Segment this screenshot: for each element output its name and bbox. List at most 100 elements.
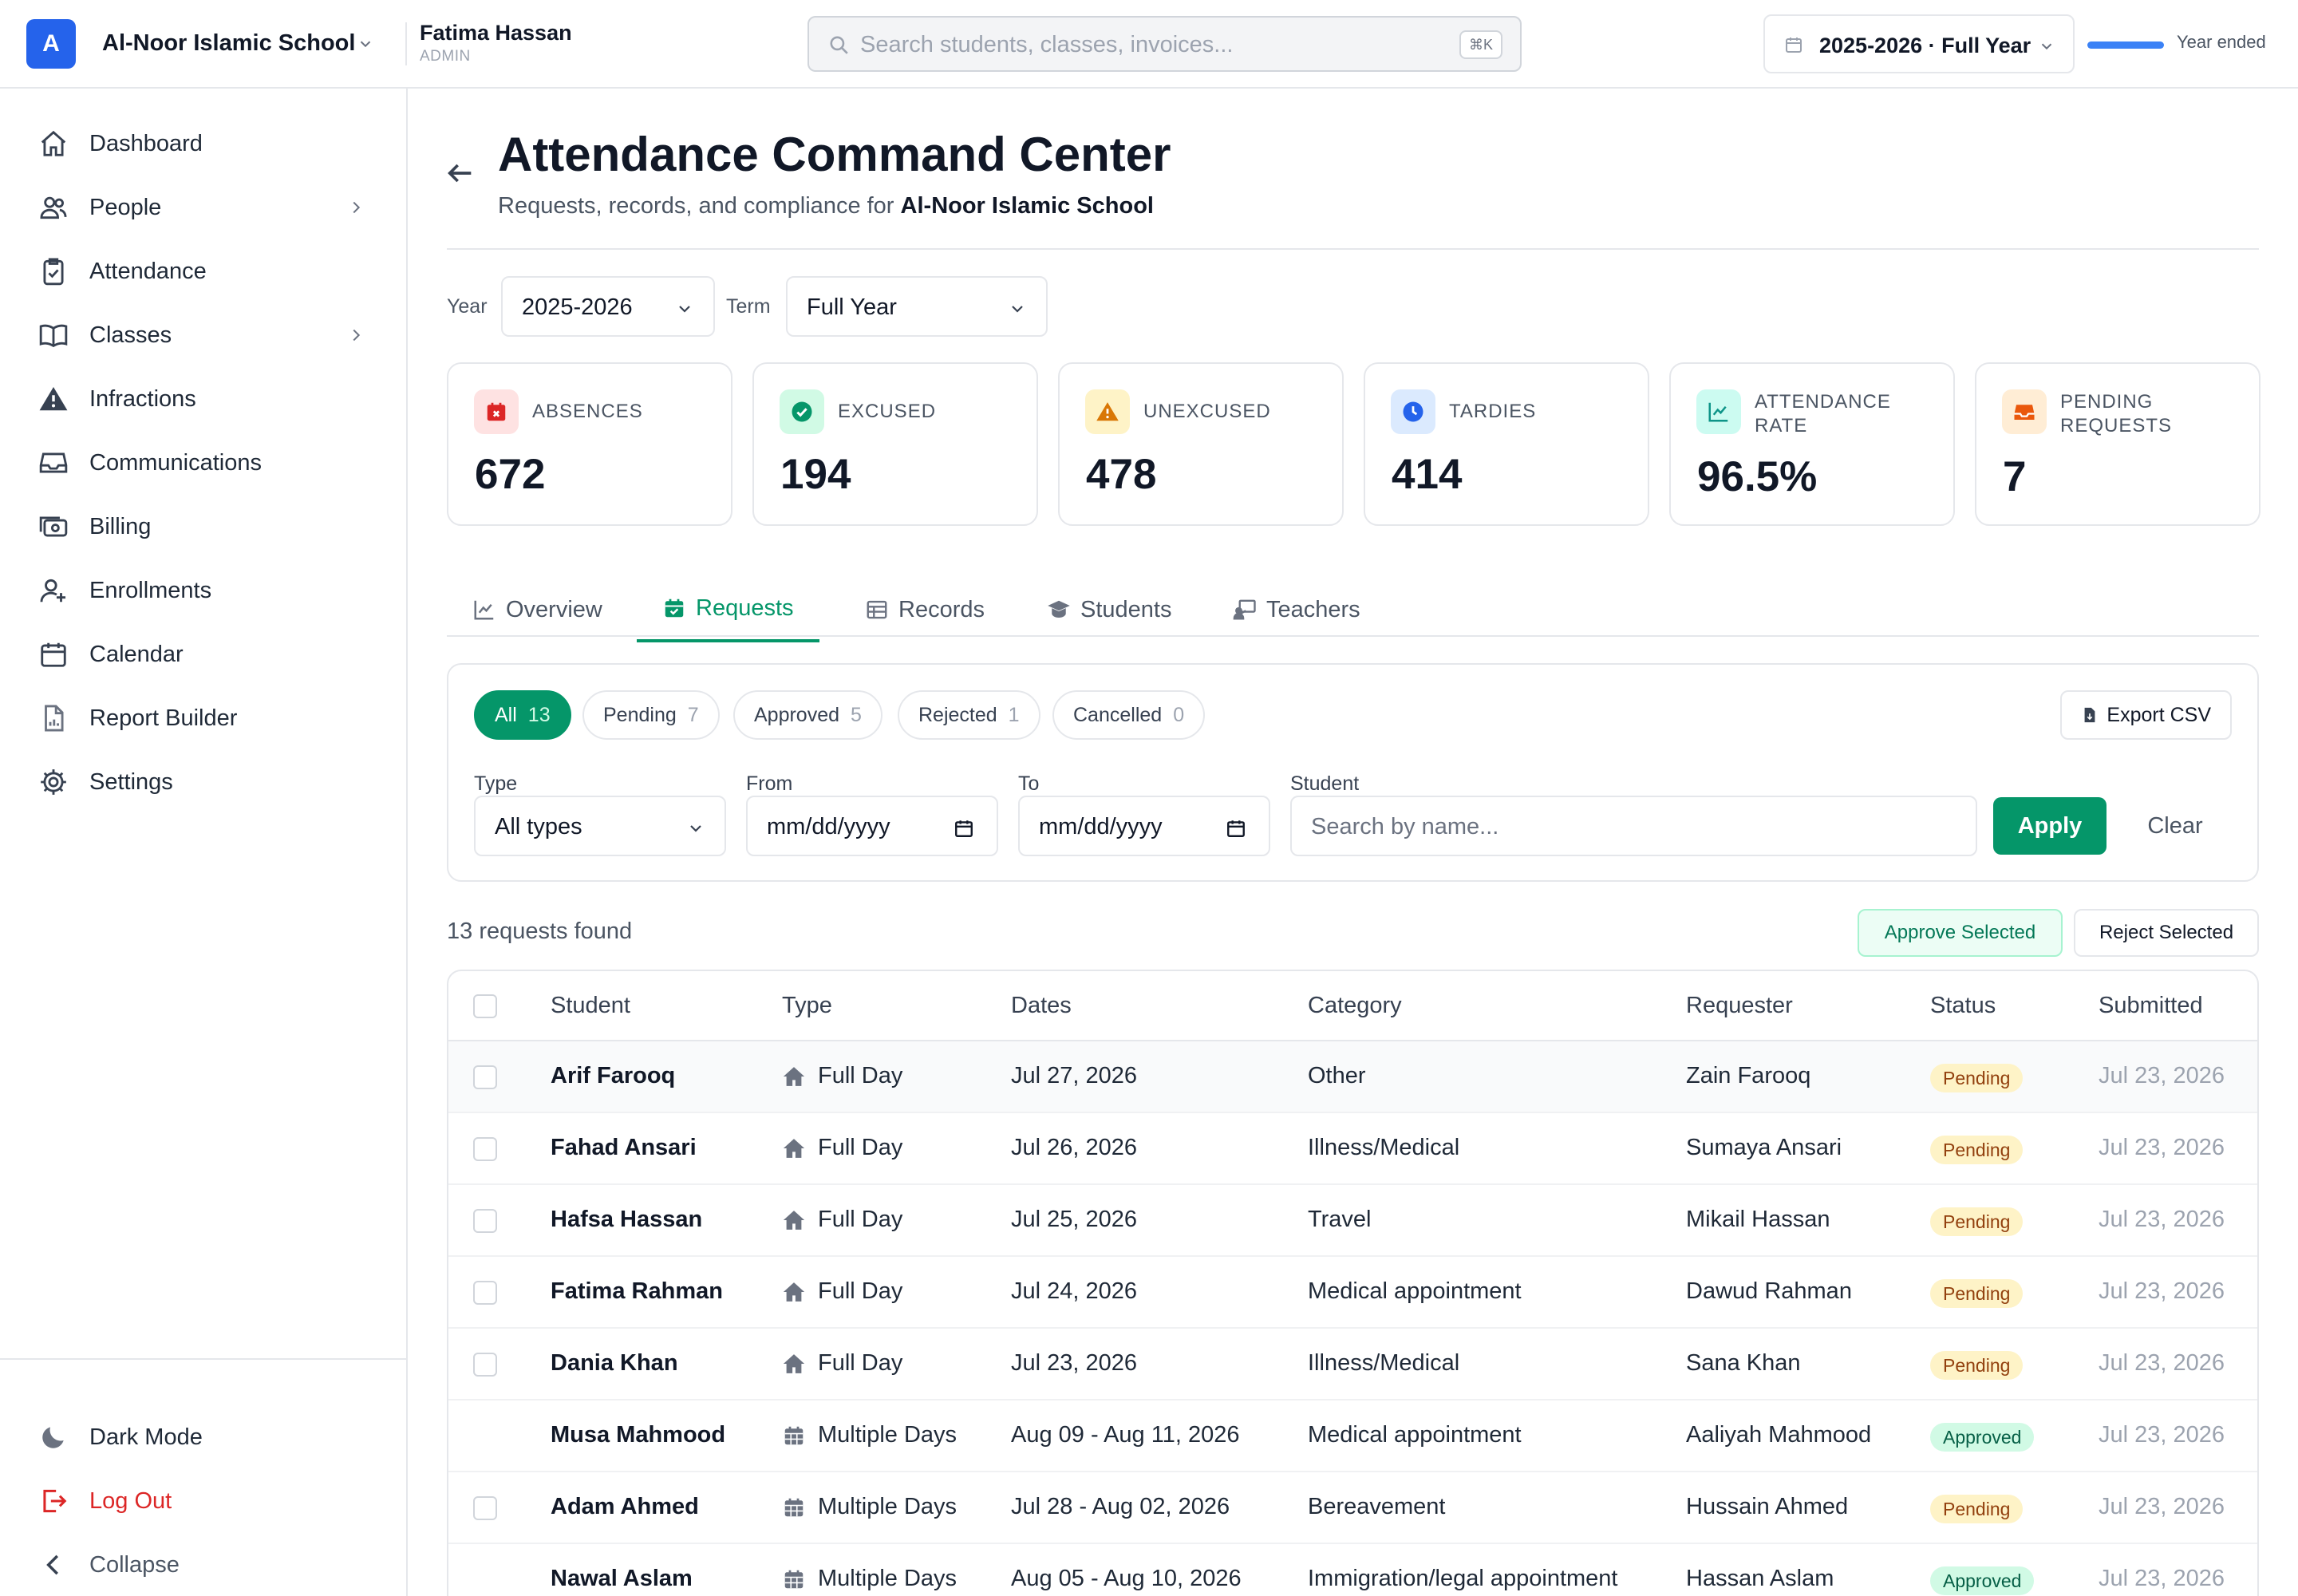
sidebar-item-enrollments[interactable]: Enrollments [0, 567, 406, 614]
table-row[interactable]: Dania Khan Full Day Jul 23, 2026 Illness/Me… [448, 1329, 2257, 1400]
table-row[interactable]: Arif Farooq Full Day Jul 27, 2026 Other Zain… [448, 1041, 2257, 1113]
apply-button[interactable]: Apply [1993, 797, 2106, 855]
student-name[interactable]: Dania Khan [551, 1350, 678, 1376]
sidebar-item-settings[interactable]: Settings [0, 758, 406, 806]
school-switcher[interactable]: Al-Noor Islamic School [102, 30, 356, 56]
sidebar-item-classes[interactable]: Classes [0, 311, 406, 359]
home-icon [782, 1208, 806, 1232]
tab-teachers[interactable]: Teachers [1207, 577, 1386, 642]
request-type: Full Day [818, 1207, 903, 1232]
row-checkbox[interactable] [473, 1281, 497, 1305]
status-chip-approved[interactable]: Approved 5 [733, 690, 882, 740]
submitted-date: Jul 23, 2026 [2099, 1422, 2225, 1448]
back-arrow-icon[interactable] [444, 157, 476, 189]
sidebar-item-attendance[interactable]: Attendance [0, 247, 406, 295]
sidebar-item-dashboard[interactable]: Dashboard [0, 120, 406, 168]
export-csv-button[interactable]: Export CSV [2060, 690, 2232, 740]
year-filter-select[interactable]: 2025-2026 [501, 276, 715, 337]
student-name[interactable]: Adam Ahmed [551, 1494, 699, 1519]
calendar-icon[interactable] [954, 818, 974, 839]
sidebar-item-label: Billing [89, 513, 152, 539]
column-header[interactable]: Requester [1686, 993, 1793, 1018]
log-out-button[interactable]: Log Out [0, 1477, 406, 1525]
request-type: Full Day [818, 1135, 903, 1160]
type-filter-select[interactable]: All types [474, 796, 726, 856]
column-header[interactable]: Category [1308, 993, 1402, 1018]
student-name[interactable]: Fahad Ansari [551, 1135, 697, 1160]
dark-mode-label: Dark Mode [89, 1424, 203, 1450]
term-filter-select[interactable]: Full Year [786, 276, 1048, 337]
collapse-sidebar-button[interactable]: Collapse [0, 1541, 406, 1589]
sidebar-item-people[interactable]: People [0, 184, 406, 231]
from-date-label: From [746, 772, 793, 795]
table-row[interactable]: Adam Ahmed Multiple Days Jul 28 - Aug 02, … [448, 1472, 2257, 1544]
tab-label: Requests [696, 595, 794, 621]
search-input[interactable] [860, 27, 1419, 62]
student-name[interactable]: Nawal Aslam [551, 1566, 693, 1591]
status-chip-all[interactable]: All 13 [474, 690, 571, 740]
student-search-placeholder: Search by name... [1311, 814, 1499, 839]
sidebar-item-communications[interactable]: Communications [0, 439, 406, 487]
column-header[interactable]: Dates [1011, 993, 1072, 1018]
clear-button[interactable]: Clear [2147, 812, 2203, 839]
tab-requests[interactable]: Requests [637, 577, 819, 642]
submitted-date: Jul 23, 2026 [2099, 1494, 2225, 1519]
to-date-input[interactable]: mm/dd/yyyy [1018, 796, 1270, 856]
student-name[interactable]: Musa Mahmood [551, 1422, 726, 1448]
school-logo[interactable]: A [26, 19, 76, 69]
from-date-input[interactable]: mm/dd/yyyy [746, 796, 998, 856]
chip-label: Rejected [918, 703, 997, 726]
tab-records[interactable]: Records [839, 577, 1010, 642]
table-row[interactable]: Nawal Aslam Multiple Days Aug 05 - Aug 10,… [448, 1544, 2257, 1596]
home-icon [782, 1065, 806, 1088]
status-chip-pending[interactable]: Pending 7 [582, 690, 720, 740]
sidebar-item-billing[interactable]: Billing [0, 503, 406, 551]
request-dates: Jul 24, 2026 [1011, 1278, 1138, 1304]
sidebar-item-infractions[interactable]: Infractions [0, 375, 406, 423]
year-selector[interactable]: 2025-2026 · Full Year [1763, 14, 2075, 73]
status-badge: Pending [1930, 1279, 2024, 1308]
column-header[interactable]: Submitted [2099, 993, 2203, 1018]
sidebar-item-label: Infractions [89, 385, 196, 412]
chart-line-icon [472, 598, 496, 622]
table-row[interactable]: Fatima Rahman Full Day Jul 24, 2026 Medical… [448, 1257, 2257, 1329]
row-checkbox[interactable] [473, 1209, 497, 1233]
status-chip-rejected[interactable]: Rejected 1 [898, 690, 1040, 740]
column-header[interactable]: Student [551, 993, 630, 1018]
global-search[interactable]: ⌘K [807, 16, 1522, 72]
status-badge: Approved [1930, 1566, 2035, 1595]
row-checkbox[interactable] [473, 1065, 497, 1089]
main-content: Attendance Command Center Requests, reco… [408, 89, 2298, 1596]
sidebar-item-calendar[interactable]: Calendar [0, 630, 406, 678]
status-chip-cancelled[interactable]: Cancelled 0 [1052, 690, 1206, 740]
reject-selected-button[interactable]: Reject Selected [2074, 909, 2259, 957]
row-checkbox[interactable] [473, 1137, 497, 1161]
row-checkbox[interactable] [473, 1353, 497, 1377]
sidebar-item-report-builder[interactable]: Report Builder [0, 694, 406, 742]
tab-overview[interactable]: Overview [447, 577, 628, 642]
chip-count: 0 [1173, 703, 1185, 726]
tab-students[interactable]: Students [1021, 577, 1197, 642]
request-dates: Jul 28 - Aug 02, 2026 [1011, 1494, 1230, 1519]
calendar-icon[interactable] [1226, 818, 1246, 839]
chevron-down-icon [675, 299, 694, 318]
user-name: Fatima Hassan [420, 21, 572, 45]
student-search-input[interactable]: Search by name... [1290, 796, 1977, 856]
row-checkbox[interactable] [473, 1496, 497, 1520]
student-name[interactable]: Fatima Rahman [551, 1278, 723, 1304]
approve-selected-button[interactable]: Approve Selected [1858, 909, 2063, 957]
student-name[interactable]: Arif Farooq [551, 1063, 676, 1088]
select-all-checkbox[interactable] [473, 994, 497, 1018]
column-header[interactable]: Type [782, 993, 832, 1018]
requester-name: Hassan Aslam [1686, 1566, 1834, 1591]
column-header[interactable]: Status [1930, 993, 1996, 1018]
log-out-icon [38, 1486, 69, 1516]
table-row[interactable]: Fahad Ansari Full Day Jul 26, 2026 Illness/… [448, 1113, 2257, 1185]
student-name[interactable]: Hafsa Hassan [551, 1207, 703, 1232]
dark-mode-toggle[interactable]: Dark Mode [0, 1413, 406, 1461]
chevron-down-icon[interactable] [357, 35, 374, 53]
request-dates: Jul 23, 2026 [1011, 1350, 1138, 1376]
table-row[interactable]: Hafsa Hassan Full Day Jul 25, 2026 Travel Mi… [448, 1185, 2257, 1257]
table-row[interactable]: Musa Mahmood Multiple Days Aug 09 - Aug 11… [448, 1400, 2257, 1472]
requester-name: Sumaya Ansari [1686, 1135, 1842, 1160]
